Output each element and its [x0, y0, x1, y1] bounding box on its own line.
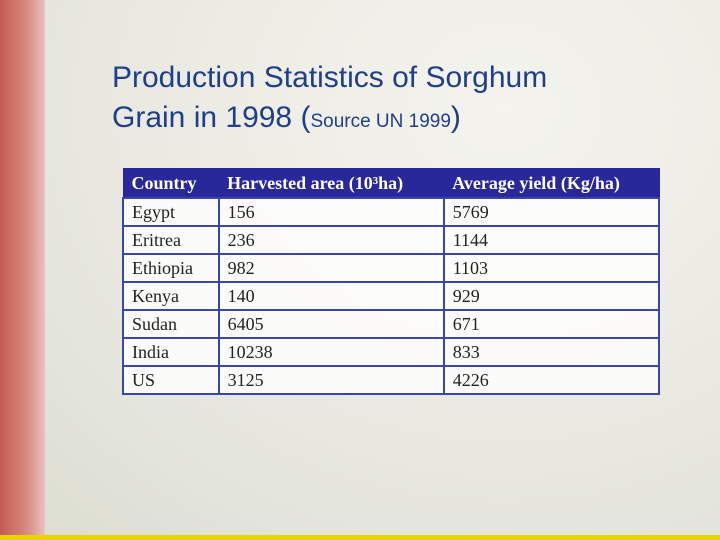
table: Country Harvested area (10³ha) Average yie…	[122, 168, 661, 395]
table-cell: US	[122, 365, 220, 395]
table-row: Eritrea 236 1144	[122, 225, 661, 255]
table-cell: 1103	[442, 253, 661, 283]
table-cell: 1144	[442, 225, 661, 255]
table-row: India 10238 833	[122, 337, 661, 367]
table-cell: 671	[442, 309, 661, 339]
table-cell: India	[122, 337, 220, 367]
table-cell: 5769	[442, 197, 661, 227]
table-body: Egypt 156 5769 Eritrea 236 1144 Ethiopia 982 110…	[122, 197, 661, 395]
table-cell: Sudan	[122, 309, 220, 339]
table-row: Sudan 6405 671	[122, 309, 661, 339]
header-cell: Average yield (Kg/ha)	[443, 168, 660, 199]
title-line: Grain in 1998 (Source UN 1999)	[112, 98, 547, 142]
bottom-strip	[0, 535, 720, 540]
side-strip	[0, 0, 45, 540]
table-cell: 10238	[217, 337, 445, 367]
table-cell: Ethiopia	[122, 253, 220, 283]
table-cell: Kenya	[122, 281, 220, 311]
table-row: Kenya 140 929	[122, 281, 661, 311]
source: Source UN 1999	[310, 111, 451, 132]
table-cell: Egypt	[122, 197, 220, 227]
title-text: Grain in 1998 (	[112, 101, 311, 134]
table-cell: 929	[442, 281, 661, 311]
header-cell: Harvested area (10³ha)	[218, 168, 445, 199]
table-cell: 4226	[442, 365, 661, 395]
table-cell: 6405	[217, 309, 445, 339]
header-row: Country Harvested area (10³ha) Average yie…	[122, 168, 660, 199]
title-text: )	[450, 101, 461, 134]
table-row: Ethiopia 982 1103	[122, 253, 661, 283]
header-cell: Country	[122, 168, 220, 199]
table-row: Egypt 156 5769	[122, 197, 661, 227]
title-line: Production Statistics of Sorghum	[112, 61, 548, 94]
table-cell: 140	[217, 281, 445, 311]
table-cell: 3125	[217, 365, 445, 395]
table-cell: 236	[217, 225, 445, 255]
table-cell: Eritrea	[122, 225, 220, 255]
table-cell: 833	[442, 337, 661, 367]
table-cell: 982	[217, 253, 445, 283]
table-cell: 156	[217, 197, 445, 227]
title: Production Statistics of Sorghum Grain i…	[112, 58, 547, 142]
table-row: US 3125 4226	[122, 365, 661, 395]
